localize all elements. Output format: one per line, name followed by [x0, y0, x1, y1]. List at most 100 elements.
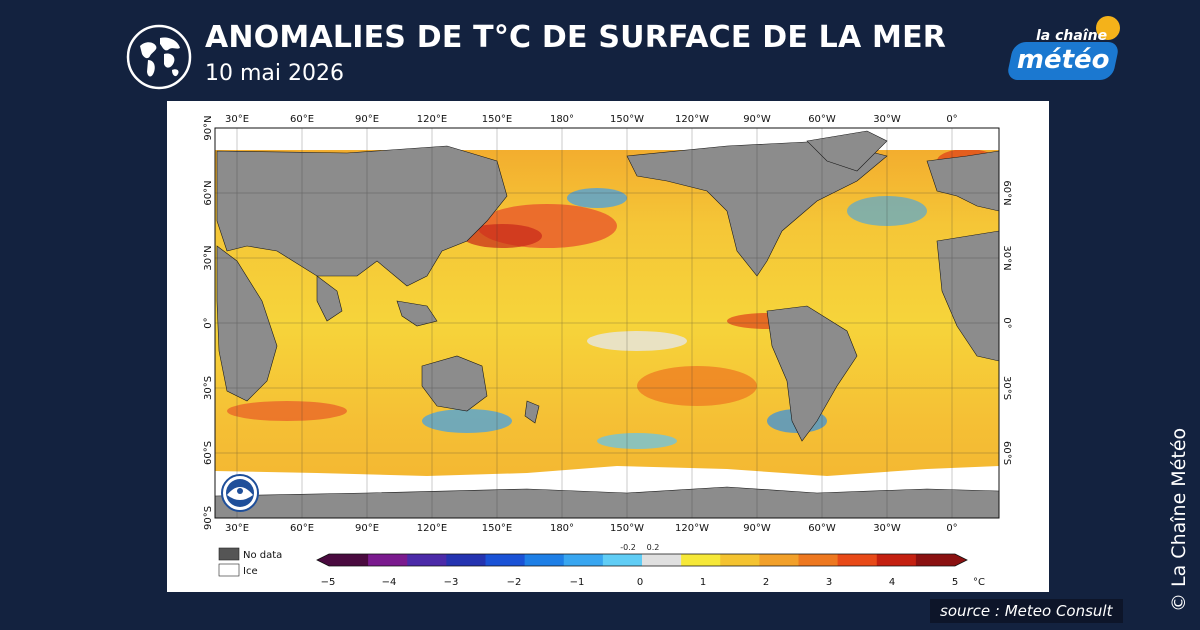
colorbar-segment: [642, 554, 682, 566]
colorbar-center-tick: -0.2: [620, 543, 636, 552]
ice-label: Ice: [243, 566, 258, 577]
colorbar-tick: 3: [826, 577, 832, 588]
colorbar-tick: −5: [321, 577, 336, 588]
colorbar-segment: [720, 554, 760, 566]
bottom-longitude-labels: 30°E 60°E 90°E 120°E 150°E 180° 150°W 12…: [225, 523, 958, 534]
colorbar-segment: [563, 554, 604, 566]
lon-label: 180°: [550, 114, 574, 125]
lat-label: 30°S: [203, 376, 214, 400]
lat-label: 0°: [1001, 317, 1012, 328]
no-data-swatch: [218, 547, 240, 561]
lon-label: 60°E: [290, 523, 314, 534]
lon-label: 120°E: [417, 523, 447, 534]
colorbar-tick: 2: [763, 577, 769, 588]
logo-word-la-chaine: la chaîne: [1036, 28, 1108, 44]
colorbar-segment: [329, 554, 369, 566]
lon-label: 120°E: [417, 114, 447, 125]
colorbar-min-arrow: [317, 554, 329, 566]
colorbar-segment: [876, 554, 917, 566]
colorbar-tick: −1: [570, 577, 585, 588]
colorbar-segment: [915, 554, 956, 566]
top-longitude-labels: 30°E 60°E 90°E 120°E 150°E 180° 150°W 12…: [225, 114, 958, 125]
page-date: 10 mai 2026: [205, 61, 344, 86]
lat-label: 60°N: [1001, 180, 1012, 205]
logo-word-meteo: météo: [1016, 45, 1110, 75]
lon-label: 90°E: [355, 114, 379, 125]
globe-icon: [126, 24, 192, 90]
colorbar-tick: 1: [700, 577, 706, 588]
lat-label: 90°N: [203, 115, 214, 140]
lat-label: 60°S: [1001, 441, 1012, 465]
lon-label: 30°W: [873, 114, 901, 125]
lat-label: 0°: [203, 317, 214, 328]
colorbar-segment: [837, 554, 878, 566]
lon-label: 0°: [946, 114, 957, 125]
colorbar-segment: [798, 554, 839, 566]
colorbar-center-tick: 0.2: [647, 543, 660, 552]
colorbar-segment: [681, 554, 721, 566]
sst-anomaly-map: 30°E 60°E 90°E 120°E 150°E 180° 150°W 12…: [203, 114, 1012, 588]
colorbar-segment: [407, 554, 447, 566]
lon-label: 0°: [946, 523, 957, 534]
land-africa-west: [936, 230, 999, 362]
lon-label: 150°E: [482, 114, 512, 125]
lon-label: 90°W: [743, 114, 771, 125]
colorbar-segment: [446, 554, 486, 566]
lat-label: 60°N: [203, 180, 214, 205]
map-frame: [214, 127, 1000, 519]
lat-label: 30°N: [203, 245, 214, 270]
neutral-anomaly-equatorial-pacific: [587, 331, 687, 351]
cold-anomaly-south-pacific: [597, 433, 677, 449]
page-title: ANOMALIES DE T°C DE SURFACE DE LA MER: [205, 20, 947, 55]
right-latitude-labels: 60°N 30°N 0° 30°S 60°S: [1001, 180, 1012, 465]
cold-anomaly-southern-ocean: [422, 409, 512, 433]
source-credit: source : Meteo Consult: [930, 599, 1123, 623]
land-eurasia: [216, 145, 508, 287]
colorbar-tick: −2: [507, 577, 522, 588]
no-data-label: No data: [243, 550, 282, 561]
colorbar-tick: −3: [444, 577, 459, 588]
graticule: [215, 128, 999, 518]
colorbar-tick: 4: [889, 577, 895, 588]
la-chaine-meteo-logo: météo la chaîne: [1005, 16, 1126, 86]
land-europe: [926, 150, 999, 212]
colorbar-tick: −4: [382, 577, 397, 588]
lon-label: 120°W: [675, 523, 709, 534]
colorbar-tick-labels: −5 −4 −3 −2 −1 0 1 2 3 4 5 °C: [321, 577, 985, 588]
lon-label: 150°W: [610, 523, 644, 534]
map-panel: 30°E 60°E 90°E 120°E 150°E 180° 150°W 12…: [167, 101, 1049, 592]
lat-label: 30°S: [1001, 376, 1012, 400]
sun-icon: [1096, 16, 1120, 40]
lon-label: 60°W: [808, 114, 836, 125]
warm-anomaly-south-indian: [227, 401, 347, 421]
lon-label: 90°W: [743, 523, 771, 534]
lon-label: 30°E: [225, 114, 249, 125]
colorbar-max-arrow: [955, 554, 967, 566]
land-india: [316, 275, 343, 322]
colorbar-segment: [602, 554, 643, 566]
colorbar-segment: [368, 554, 408, 566]
left-latitude-labels: 90°N 60°N 30°N 0° 30°S 60°S 90°S: [203, 115, 214, 530]
lon-label: 150°E: [482, 523, 512, 534]
land-australia: [421, 355, 488, 412]
logo-badge: météo: [1005, 42, 1121, 80]
copyright-text: © La Chaîne Météo: [1168, 427, 1190, 612]
land-antarctica: [215, 486, 999, 518]
land-new-zealand: [524, 400, 540, 424]
colorbar-tick: 0: [637, 577, 643, 588]
colorbar-segment: [759, 554, 799, 566]
lon-label: 30°W: [873, 523, 901, 534]
ice-swatch: [218, 563, 240, 577]
land-greenland: [806, 130, 888, 172]
colorbar-unit: °C: [973, 577, 985, 588]
lat-label: 90°S: [203, 506, 214, 530]
land-indonesia: [396, 300, 438, 327]
land-south-america: [766, 305, 858, 442]
colorbar: [316, 553, 968, 567]
lon-label: 180°: [550, 523, 574, 534]
lon-label: 60°E: [290, 114, 314, 125]
colorbar-tick: 5: [952, 577, 958, 588]
lon-label: 90°E: [355, 523, 379, 534]
colorbar-outline: [316, 553, 968, 567]
land-africa-east: [216, 245, 278, 402]
